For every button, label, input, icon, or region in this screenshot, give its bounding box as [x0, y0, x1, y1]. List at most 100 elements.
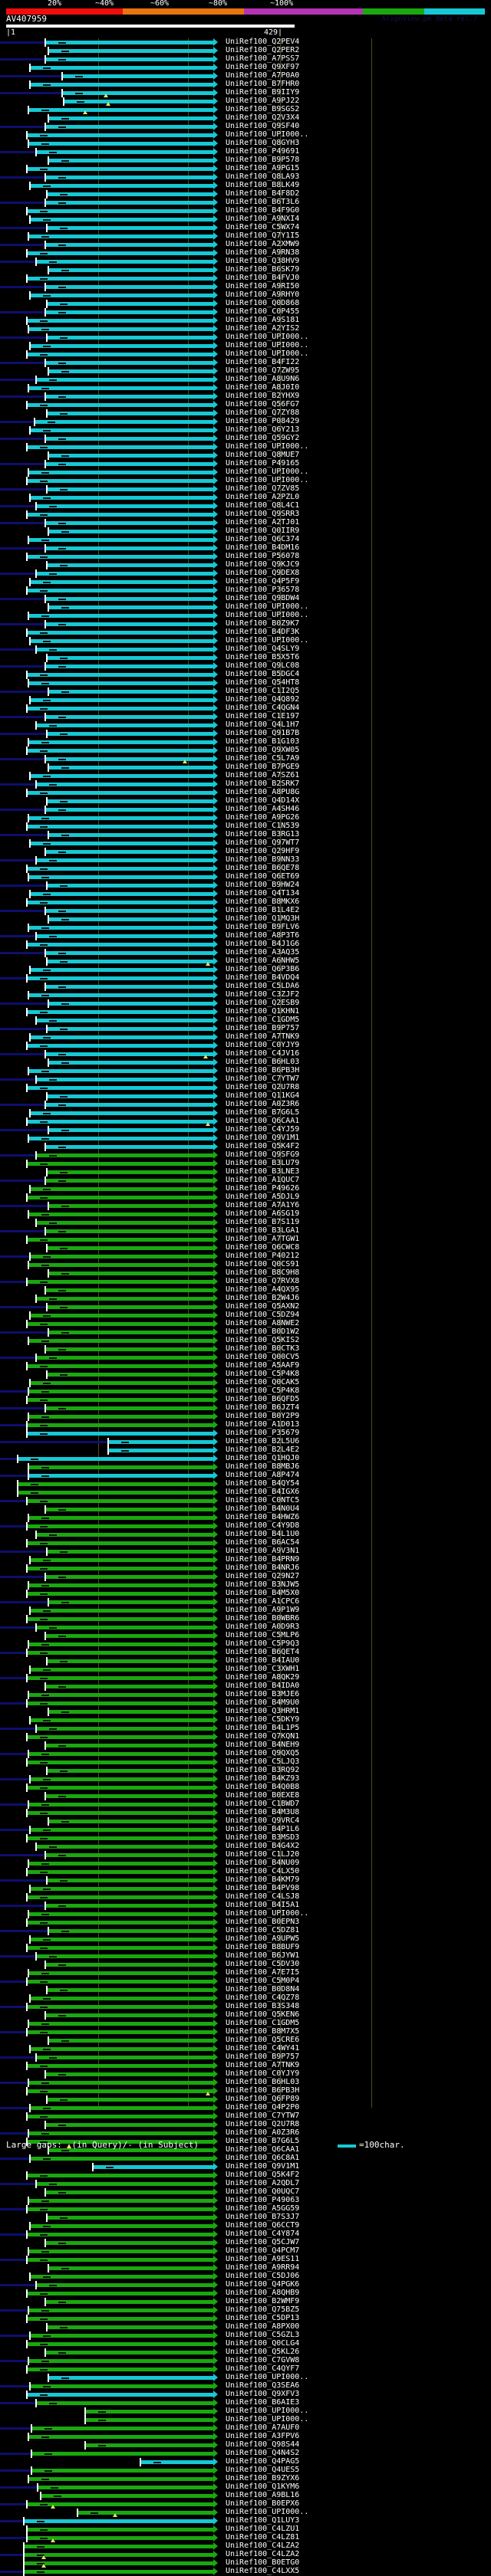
row-label[interactable]: UniRef100_B8BUF9 [226, 1943, 300, 1951]
alignment-row[interactable]: UniRef100_C1GDM5 [0, 1016, 491, 1025]
row-label[interactable]: UniRef100_Q8MUE7 [226, 451, 300, 459]
alignment-bar[interactable] [46, 462, 213, 466]
row-label[interactable]: UniRef100_B2W4J6 [226, 1294, 300, 1302]
row-label[interactable]: UniRef100_B4I5A1 [226, 1901, 300, 1909]
alignment-bar[interactable] [48, 2325, 213, 2329]
alignment-bar[interactable] [28, 403, 213, 407]
alignment-row[interactable]: UniRef100_B7G6L5 [0, 1108, 491, 1117]
row-label[interactable]: UniRef100_C7YTW7 [226, 1075, 300, 1083]
alignment-row[interactable]: UniRef100_A0Z3R6 [0, 2128, 491, 2138]
alignment-bar[interactable] [18, 1457, 213, 1461]
alignment-bar[interactable] [29, 1069, 213, 1073]
row-label[interactable]: UniRef100_A9V3N1 [226, 1547, 300, 1555]
alignment-bar[interactable] [31, 2047, 213, 2051]
alignment-row[interactable]: UniRef100_B3RQ92 [0, 1766, 491, 1775]
row-label[interactable]: UniRef100_B4KM79 [226, 1875, 300, 1884]
alignment-bar[interactable] [28, 1044, 213, 1048]
alignment-bar[interactable] [25, 2553, 213, 2557]
alignment-row[interactable]: UniRef100_C5WX74 [0, 223, 491, 232]
alignment-row[interactable]: UniRef100_B5X5T6 [0, 653, 491, 662]
row-label[interactable]: UniRef100_Q9XFV3 [226, 2390, 300, 2398]
alignment-row[interactable]: UniRef100_B4PRN9 [0, 1555, 491, 1564]
alignment-row[interactable]: UniRef100_Q8LA93 [0, 172, 491, 182]
row-label[interactable]: UniRef100_Q00CV5 [226, 1353, 300, 1361]
alignment-bar[interactable] [29, 2249, 213, 2253]
row-label[interactable]: UniRef100_C4LXX5 [226, 2567, 300, 2575]
alignment-bar[interactable] [46, 1904, 213, 1908]
row-label[interactable]: UniRef100_Q2U7R8 [226, 1083, 300, 1091]
alignment-bar[interactable] [29, 471, 213, 474]
row-label[interactable]: UniRef100_Q5CJW7 [226, 2238, 300, 2246]
alignment-bar[interactable] [46, 2123, 213, 2127]
alignment-bar[interactable] [31, 2384, 213, 2388]
alignment-row[interactable]: UniRef100_A7P0A0 [0, 71, 491, 80]
row-label[interactable]: UniRef100_B4L1U0 [226, 1530, 300, 1538]
row-label[interactable]: UniRef100_A4QX95 [226, 1285, 300, 1294]
alignment-bar[interactable] [48, 1305, 213, 1309]
alignment-row[interactable]: UniRef100_Q00CV5 [0, 1353, 491, 1362]
alignment-row[interactable]: UniRef100_B4L1U0 [0, 1530, 491, 1539]
row-label[interactable]: UniRef100_C5P4K8 [226, 1370, 300, 1378]
alignment-bar[interactable] [29, 327, 213, 331]
alignment-bar[interactable] [31, 1381, 213, 1385]
alignment-bar[interactable] [49, 49, 213, 53]
alignment-row[interactable]: UniRef100_Q6CAA1 [0, 2145, 491, 2154]
alignment-bar[interactable] [29, 1693, 213, 1697]
alignment-row[interactable]: UniRef100_B9HW24 [0, 881, 491, 890]
alignment-bar[interactable] [46, 985, 213, 989]
row-label[interactable]: UniRef100_UPI000.. [226, 341, 309, 349]
alignment-bar[interactable] [49, 1002, 213, 1006]
alignment-bar[interactable] [31, 1609, 213, 1613]
row-label[interactable]: UniRef100_Q4PAG5 [226, 2457, 300, 2466]
alignment-bar[interactable] [48, 2098, 213, 2102]
row-label[interactable]: UniRef100_A9S181 [226, 316, 300, 324]
alignment-row[interactable]: UniRef100_Q1MQ3H [0, 914, 491, 924]
row-label[interactable]: UniRef100_B7G6L5 [226, 1108, 300, 1117]
alignment-bar[interactable] [31, 2334, 213, 2338]
alignment-bar[interactable] [46, 2190, 213, 2194]
row-label[interactable]: UniRef100_Q0CAK5 [226, 1378, 300, 1386]
alignment-bar[interactable] [46, 1794, 213, 1798]
row-label[interactable]: UniRef100_C4Y9D8 [226, 1521, 300, 1530]
alignment-bar[interactable] [28, 1196, 213, 1199]
alignment-bar[interactable] [48, 1659, 213, 1663]
row-label[interactable]: UniRef100_Q9QXQ5 [226, 1749, 300, 1757]
alignment-row[interactable]: UniRef100_A7PSS7 [0, 54, 491, 64]
alignment-row[interactable]: UniRef100_B4F9G0 [0, 206, 491, 215]
row-label[interactable]: UniRef100_Q7Y1I5 [226, 231, 300, 240]
alignment-bar[interactable] [28, 1010, 213, 1014]
alignment-row[interactable]: UniRef100_B8MBJ6 [0, 1462, 491, 1472]
alignment-bar[interactable] [31, 428, 213, 432]
alignment-bar[interactable] [46, 850, 213, 854]
row-label[interactable]: UniRef100_Q6P3B6 [226, 965, 300, 973]
alignment-row[interactable]: UniRef100_A7A1Y6 [0, 1201, 491, 1210]
alignment-row[interactable]: UniRef100_A8P3T6 [0, 931, 491, 940]
alignment-row[interactable]: UniRef100_B4IGX6 [0, 1488, 491, 1497]
alignment-bar[interactable] [31, 842, 213, 845]
alignment-bar[interactable] [29, 1971, 213, 1975]
alignment-row[interactable]: UniRef100_A1D013 [0, 1420, 491, 1429]
row-label[interactable]: UniRef100_C1E197 [226, 712, 300, 720]
row-label[interactable]: UniRef100_UPI000.. [226, 442, 309, 451]
row-label[interactable]: UniRef100_B9HW24 [226, 881, 300, 889]
alignment-bar[interactable] [29, 1474, 213, 1478]
row-label[interactable]: UniRef100_Q9KJC9 [226, 560, 300, 569]
alignment-bar[interactable] [29, 816, 213, 820]
row-label[interactable]: UniRef100_C4QZ78 [226, 1994, 300, 2002]
alignment-row[interactable]: UniRef100_C4QZ78 [0, 1994, 491, 2003]
alignment-bar[interactable] [28, 976, 213, 980]
row-label[interactable]: UniRef100_Q6FP89 [226, 2095, 300, 2103]
alignment-bar[interactable] [48, 1550, 213, 1554]
alignment-bar[interactable] [78, 2511, 213, 2515]
alignment-bar[interactable] [37, 1019, 213, 1022]
alignment-bar[interactable] [41, 2494, 213, 2498]
alignment-row[interactable]: UniRef100_B6AC54 [0, 1538, 491, 1547]
alignment-bar[interactable] [37, 858, 213, 862]
alignment-row[interactable]: UniRef100_B6T3L6 [0, 198, 491, 207]
alignment-bar[interactable] [37, 378, 213, 382]
row-label[interactable]: UniRef100_B3RQ92 [226, 1766, 300, 1774]
alignment-row[interactable]: UniRef100_Q7KQN1 [0, 1732, 491, 1741]
row-label[interactable]: UniRef100_B9ZYX6 [226, 2474, 300, 2482]
alignment-bar[interactable] [46, 285, 213, 289]
alignment-bar[interactable] [25, 2519, 213, 2523]
